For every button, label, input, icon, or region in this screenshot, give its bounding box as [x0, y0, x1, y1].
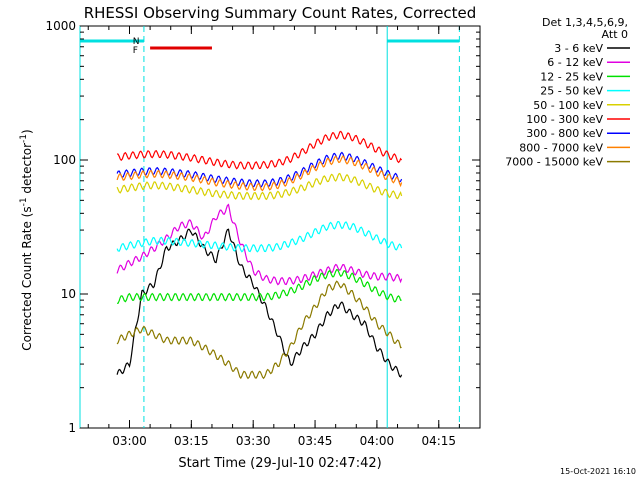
- axis-layer: 1 10 100 1000 03:00 03:15 03:30 03:45 04:00 04:15: [45, 19, 481, 448]
- legend-label-3: 25 - 50 keV: [540, 85, 603, 98]
- legend-label-1: 6 - 12 keV: [547, 56, 603, 69]
- x-axis-label: Start Time (29-Jul-10 02:47:42): [178, 456, 381, 471]
- legend-label-2: 12 - 25 keV: [540, 70, 603, 83]
- x-tick-label-0: 03:00: [112, 434, 147, 448]
- series-line-0: [116, 228, 403, 378]
- chart-title: RHESSI Observing Summary Count Rates, Co…: [84, 4, 477, 22]
- footer-date: 15-Oct-2021 16:10: [560, 467, 636, 476]
- x-tick-label-2: 03:30: [236, 434, 271, 448]
- legend-header-0: Det 1,3,4,5,6,9,: [542, 16, 628, 29]
- legend-label-7: 800 - 7000 keV: [519, 141, 603, 154]
- series-line-2: [116, 268, 402, 304]
- legend-label-5: 100 - 300 keV: [526, 113, 603, 126]
- orbit-markers: NF: [79, 26, 460, 428]
- legend-label-0: 3 - 6 keV: [554, 42, 603, 55]
- x-tick-label-4: 04:00: [360, 434, 395, 448]
- series-line-4: [116, 172, 403, 201]
- series-line-1: [116, 203, 403, 286]
- x-tick-label-3: 03:45: [298, 434, 333, 448]
- legend-label-4: 50 - 100 keV: [533, 99, 603, 112]
- x-tick-label-1: 03:15: [174, 434, 209, 448]
- y-tick-label-3: 1000: [45, 19, 76, 33]
- y-axis-label: Corrected Count Rate (s-1 detector-1): [19, 129, 34, 350]
- y-tick-label-1: 10: [61, 287, 76, 301]
- legend-label-6: 300 - 800 keV: [526, 127, 603, 140]
- series-line-5: [116, 130, 403, 171]
- plot-border: [79, 25, 481, 429]
- series-layer: [116, 130, 403, 380]
- y-tick-label-0: 1: [68, 421, 76, 435]
- legend-label-8: 7000 - 15000 keV: [505, 156, 603, 169]
- legend-header-1: Att 0: [602, 28, 628, 41]
- flag-label-f: F: [133, 46, 138, 56]
- series-line-7: [116, 155, 403, 192]
- flag-label-n: N: [133, 37, 140, 47]
- x-tick-label-5: 04:15: [421, 434, 456, 448]
- y-tick-label-2: 100: [53, 153, 76, 167]
- series-line-3: [116, 220, 403, 253]
- series-line-8: [116, 280, 402, 380]
- plot-frame: [79, 25, 481, 429]
